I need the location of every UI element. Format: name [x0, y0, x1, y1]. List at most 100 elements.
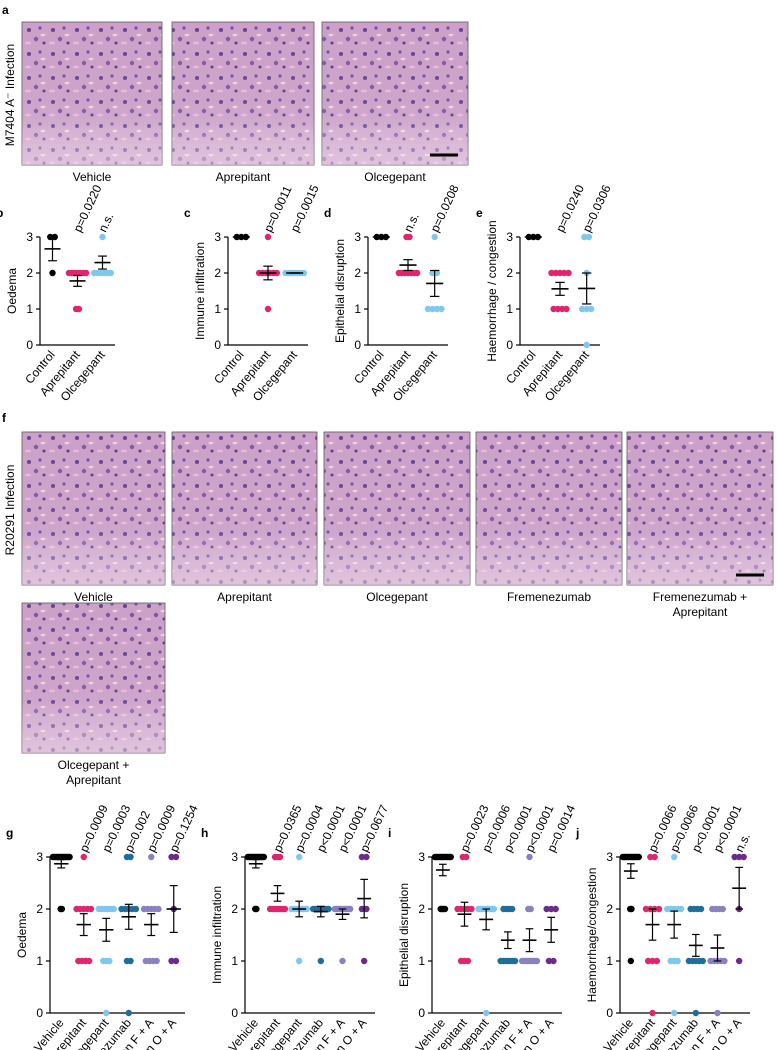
image-shade [172, 22, 314, 165]
data-point [433, 269, 441, 277]
y-tick-label: 0 [26, 338, 33, 352]
data-point [740, 853, 747, 861]
y-tick-label: 1 [26, 302, 33, 316]
data-point [360, 957, 368, 965]
image-caption: Aprepitant [217, 590, 272, 604]
y-axis-title: Haemorrhage/congestion [585, 868, 599, 1003]
data-point [628, 905, 635, 913]
data-point [438, 305, 445, 313]
data-point [735, 853, 743, 861]
y-tick-label: 2 [354, 266, 361, 280]
data-point [550, 957, 557, 965]
data-point [565, 269, 572, 277]
panel-label: i [388, 826, 391, 840]
data-point [674, 957, 681, 965]
y-axis-title: Epithelial disruption [333, 239, 347, 343]
panel-label: c [184, 206, 191, 220]
data-point [533, 957, 541, 965]
data-point [153, 957, 160, 965]
y-tick-label: 3 [214, 230, 221, 244]
data-point [463, 853, 470, 861]
data-point [358, 853, 366, 861]
data-point [719, 905, 726, 913]
data-point [80, 853, 87, 861]
infection-label: R20291 Infection [3, 465, 17, 556]
panel-label: d [324, 206, 331, 220]
y-tick-label: 2 [418, 902, 425, 916]
image-caption: Vehicle [73, 170, 112, 184]
y-axis-title: Oedema [5, 268, 19, 314]
y-tick-label: 3 [231, 850, 238, 864]
y-tick-label: 0 [36, 1006, 43, 1020]
data-point [714, 1009, 721, 1017]
y-tick-label: 3 [36, 850, 43, 864]
data-point [107, 269, 115, 277]
data-point [699, 957, 706, 965]
y-tick-label: 1 [418, 954, 425, 968]
data-point [677, 905, 685, 913]
image-caption: Olcegepant + [58, 758, 130, 772]
y-tick-label: 2 [506, 266, 513, 280]
data-point [49, 269, 56, 277]
data-point [526, 853, 533, 861]
data-point [106, 957, 113, 965]
image-caption: Aprepitant [673, 605, 728, 619]
data-point [429, 305, 436, 313]
data-point [127, 853, 134, 861]
data-point [468, 905, 475, 913]
data-point [172, 957, 180, 965]
data-point [508, 905, 516, 913]
image-caption: Aprepitant [66, 773, 121, 787]
y-tick-label: 2 [606, 902, 613, 916]
data-point [110, 905, 117, 913]
data-point [543, 905, 550, 913]
panel-label: g [6, 826, 13, 840]
data-point [155, 905, 162, 913]
y-tick-label: 0 [354, 338, 361, 352]
data-point [85, 957, 93, 965]
y-tick-label: 3 [506, 230, 513, 244]
data-point [347, 905, 354, 913]
y-tick-label: 0 [506, 338, 513, 352]
data-point [58, 905, 66, 913]
data-point [545, 957, 553, 965]
image-shade [172, 432, 317, 585]
image-caption: Olcegepant [366, 590, 428, 604]
data-point [547, 905, 555, 913]
data-point [670, 1009, 678, 1017]
y-tick-label: 2 [36, 902, 43, 916]
data-point [433, 305, 441, 313]
data-point [281, 905, 289, 913]
image-shade [22, 603, 165, 753]
data-point [363, 905, 370, 913]
data-point [132, 905, 140, 913]
data-point [583, 341, 590, 349]
data-point [490, 905, 498, 913]
data-point [511, 957, 519, 965]
y-tick-label: 2 [231, 902, 238, 916]
data-point [587, 305, 595, 313]
image-caption: Fremenezumab + [653, 590, 747, 604]
y-axis-title: Immune infiltration [193, 242, 207, 340]
data-point [125, 1009, 132, 1017]
panel-label: a [2, 3, 9, 17]
y-tick-label: 0 [606, 1006, 613, 1020]
data-point [697, 905, 705, 913]
panel-label: b [0, 206, 3, 220]
data-point [273, 269, 281, 277]
data-point [578, 305, 586, 313]
data-point [264, 305, 272, 313]
data-point [317, 957, 325, 965]
data-point [670, 853, 678, 861]
panel-label: e [476, 206, 483, 220]
data-point [325, 905, 332, 913]
data-point [82, 269, 90, 277]
data-point [168, 853, 175, 861]
data-point [482, 1009, 490, 1017]
image-shade [322, 22, 468, 165]
image-shade [22, 22, 162, 165]
data-point [339, 957, 346, 965]
panel-label: h [201, 826, 208, 840]
data-point [585, 233, 593, 241]
